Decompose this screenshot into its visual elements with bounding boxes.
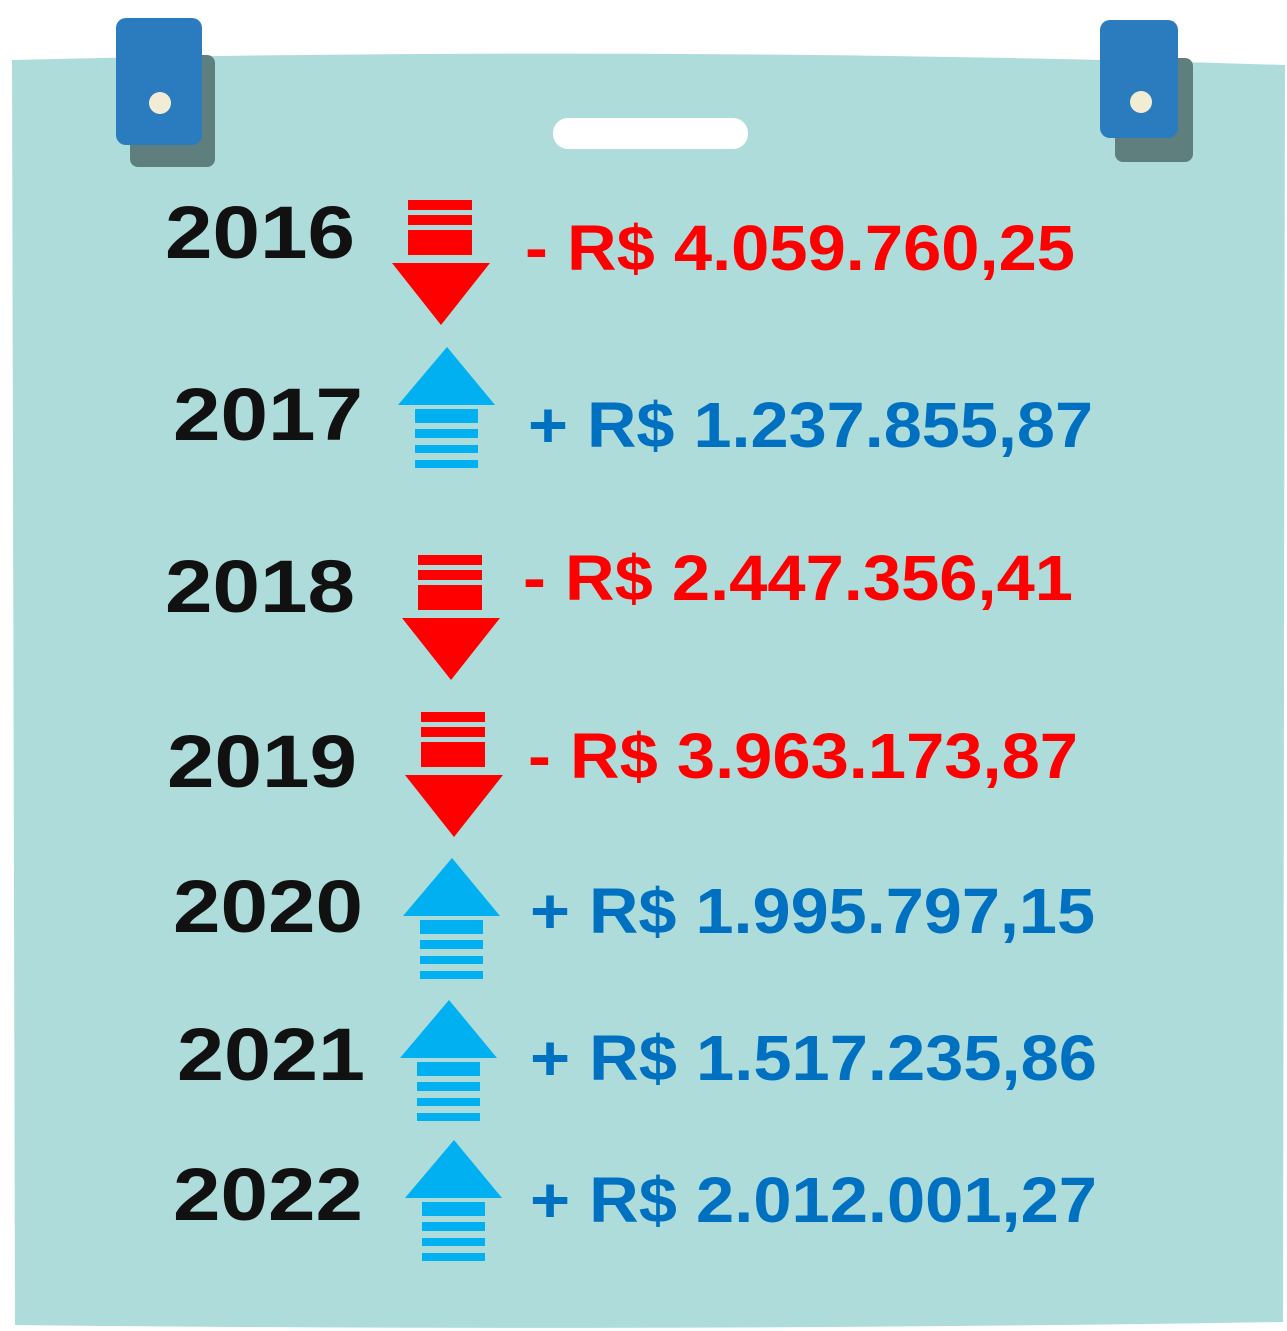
amount: - R$ 3.963.173,87	[528, 720, 1078, 792]
amount: - R$ 4.059.760,25	[525, 212, 1075, 284]
year: 2019	[167, 720, 357, 803]
clip-dot	[1130, 91, 1152, 113]
amount: + R$ 2.012.001,27	[530, 1164, 1097, 1236]
amount: + R$ 1.995.797,15	[530, 875, 1095, 947]
slot	[553, 118, 748, 149]
year: 2018	[165, 545, 355, 628]
year: 2020	[173, 865, 363, 948]
amount: - R$ 2.447.356,41	[523, 542, 1073, 614]
year: 2016	[165, 191, 355, 274]
paper	[12, 53, 1285, 1328]
amount: + R$ 1.517.235,86	[530, 1022, 1097, 1094]
year: 2021	[177, 1013, 365, 1096]
year: 2017	[173, 373, 363, 456]
clip	[1100, 20, 1178, 138]
clip	[116, 18, 202, 145]
amount: + R$ 1.237.855,87	[528, 389, 1093, 461]
year: 2022	[173, 1153, 363, 1236]
clip-dot	[149, 92, 171, 114]
